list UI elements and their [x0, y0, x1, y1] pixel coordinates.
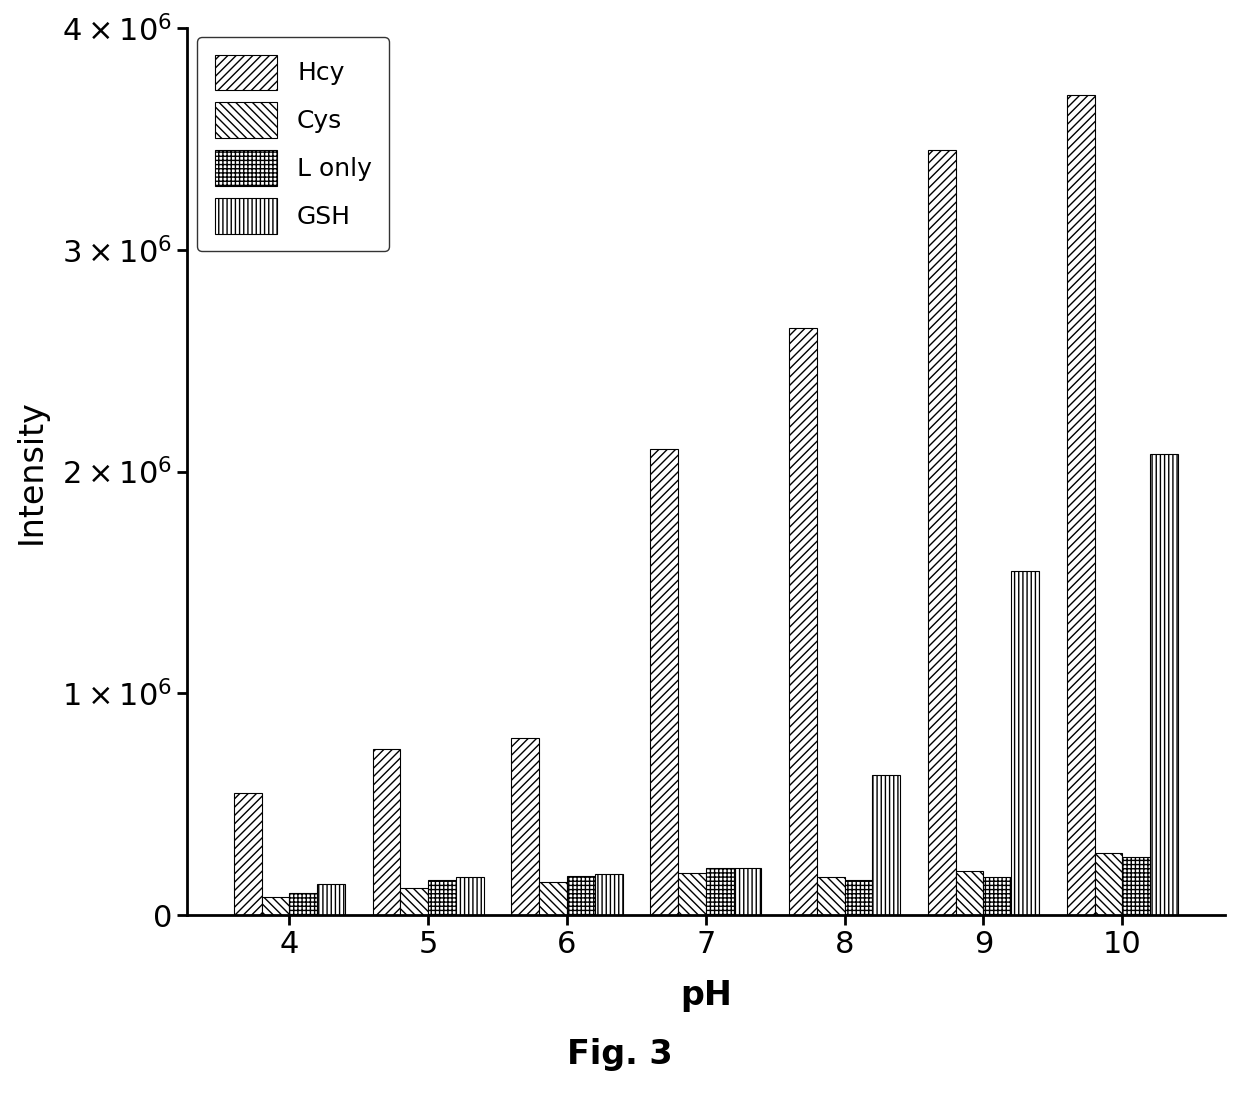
Bar: [262, 897, 289, 915]
Bar: [317, 884, 345, 915]
Bar: [873, 775, 900, 915]
Bar: [373, 749, 401, 915]
Bar: [734, 869, 761, 915]
Bar: [401, 889, 428, 915]
X-axis label: pH: pH: [680, 979, 732, 1012]
Legend: Hcy, Cys, L only, GSH: Hcy, Cys, L only, GSH: [197, 37, 389, 251]
Bar: [428, 880, 456, 915]
Bar: [1149, 454, 1178, 915]
Bar: [456, 878, 484, 915]
Bar: [928, 150, 956, 915]
Bar: [289, 893, 317, 915]
Text: Fig. 3: Fig. 3: [567, 1038, 673, 1071]
Bar: [678, 873, 706, 915]
Bar: [983, 878, 1012, 915]
Bar: [844, 880, 873, 915]
Bar: [650, 449, 678, 915]
Bar: [234, 794, 262, 915]
Bar: [956, 871, 983, 915]
Bar: [511, 738, 539, 915]
Bar: [1095, 853, 1122, 915]
Bar: [595, 874, 622, 915]
Bar: [817, 878, 844, 915]
Bar: [1122, 857, 1149, 915]
Bar: [706, 869, 734, 915]
Bar: [539, 882, 567, 915]
Y-axis label: Intensity: Intensity: [15, 399, 48, 544]
Bar: [1012, 572, 1039, 915]
Bar: [567, 877, 595, 915]
Bar: [1066, 95, 1095, 915]
Bar: [789, 328, 817, 915]
